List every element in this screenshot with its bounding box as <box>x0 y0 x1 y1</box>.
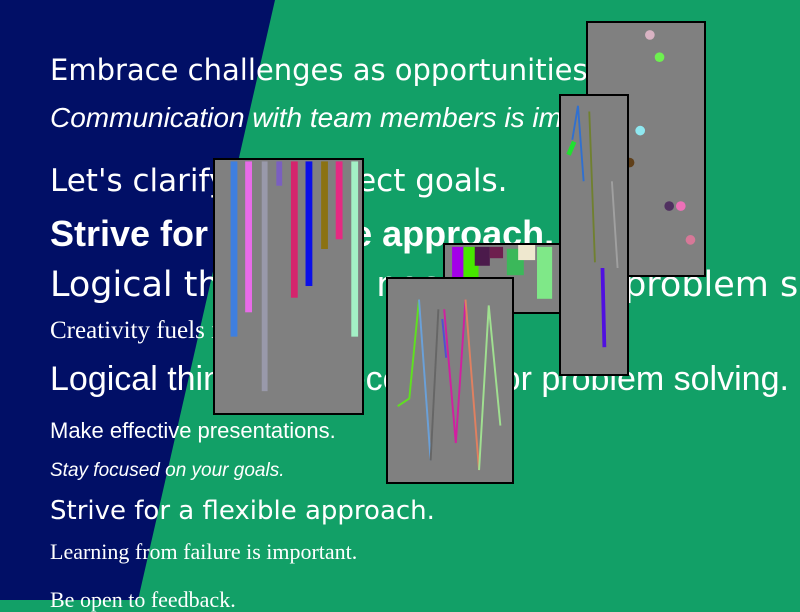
zigzag-lines-graphic <box>397 299 502 471</box>
zigzag-panel <box>386 277 514 484</box>
zigzag-line <box>478 305 502 471</box>
text-line-1: Embrace challenges as opportunities. <box>50 53 597 87</box>
text-line-8: Make effective presentations. <box>50 418 336 443</box>
color-block <box>489 246 504 259</box>
streaks-panel <box>559 94 629 376</box>
zigzag-line <box>443 299 467 444</box>
color-block <box>518 245 536 261</box>
text-line-9: Stay focused on your goals. <box>50 460 285 481</box>
color-block <box>537 246 553 299</box>
stripe <box>321 161 328 250</box>
stripe <box>335 161 343 240</box>
zigzag-line <box>441 318 448 358</box>
zigzag-line <box>464 299 481 471</box>
text-line-11: Learning from failure is important. <box>50 539 358 564</box>
color-blocks-graphic <box>452 245 553 299</box>
zigzag-line <box>397 299 420 407</box>
color-block <box>452 246 464 278</box>
streak <box>571 105 585 182</box>
color-block <box>474 246 490 266</box>
streak <box>566 140 577 156</box>
streak <box>588 111 596 263</box>
stripe <box>261 161 268 392</box>
stripes-panel <box>213 158 364 415</box>
stripe <box>290 161 298 298</box>
text-line-10: Strive for a flexible approach. <box>50 496 435 526</box>
dot <box>635 125 646 136</box>
stripe <box>351 161 359 337</box>
vertical-stripes-graphic <box>230 161 359 392</box>
streak <box>600 267 607 348</box>
dots-graphic <box>624 30 696 245</box>
dot <box>645 30 655 40</box>
dot <box>654 52 665 62</box>
stripe <box>245 161 252 313</box>
zigzag-line <box>429 309 440 461</box>
streak <box>610 181 619 269</box>
zigzag-line <box>418 299 432 461</box>
dot <box>685 235 696 245</box>
text-line-12: Be open to feedback. <box>50 587 236 612</box>
color-block <box>463 246 479 278</box>
stripe <box>230 161 238 337</box>
dot <box>675 201 686 211</box>
streaks-graphic <box>566 105 619 348</box>
text-line-2: Communication with team members is impor… <box>50 102 657 133</box>
stripe <box>305 161 313 287</box>
dot <box>664 201 675 211</box>
stripe <box>276 161 283 186</box>
